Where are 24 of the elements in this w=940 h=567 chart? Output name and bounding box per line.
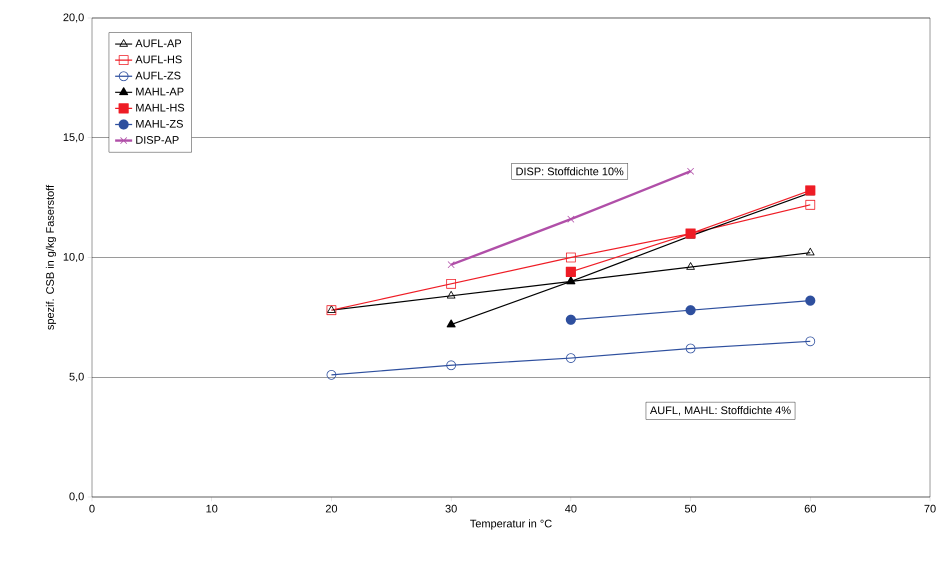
x-tick-label: 20 [326,504,338,513]
y-axis-title: spezif. CSB in g/kg Faserstoff [46,184,56,330]
x-tick-label: 0 [89,504,95,513]
x-tick-label: 40 [565,504,577,513]
x-tick-label: 60 [804,504,816,513]
y-tick-label: 0,0 [69,492,84,502]
y-tick-label: 10,0 [64,252,84,262]
y-tick-label: 5,0 [69,372,84,382]
legend-label: DISP-AP [136,136,179,144]
x-axis-title: Temperatur in °C [470,519,552,530]
legend-label: AUFL-HS [135,56,182,64]
x-tick-label: 70 [924,504,936,513]
legend-label: MAHL-AP [136,88,184,96]
annotation: DISP: Stoffdichte 10% [516,167,624,176]
x-tick-label: 50 [684,504,696,513]
x-tick-label: 10 [206,504,218,513]
legend-label: MAHL-ZS [136,120,183,128]
annotation: AUFL, MAHL: Stoffdichte 4% [650,406,791,416]
y-tick-label: 15,0 [64,133,84,142]
y-tick-label: 20,0 [63,13,84,23]
legend-label: AUFL-AP [135,40,182,48]
legend-label: AUFL-ZS [135,72,180,80]
x-tick-label: 30 [445,504,457,513]
legend-label: MAHL-HS [136,104,184,112]
